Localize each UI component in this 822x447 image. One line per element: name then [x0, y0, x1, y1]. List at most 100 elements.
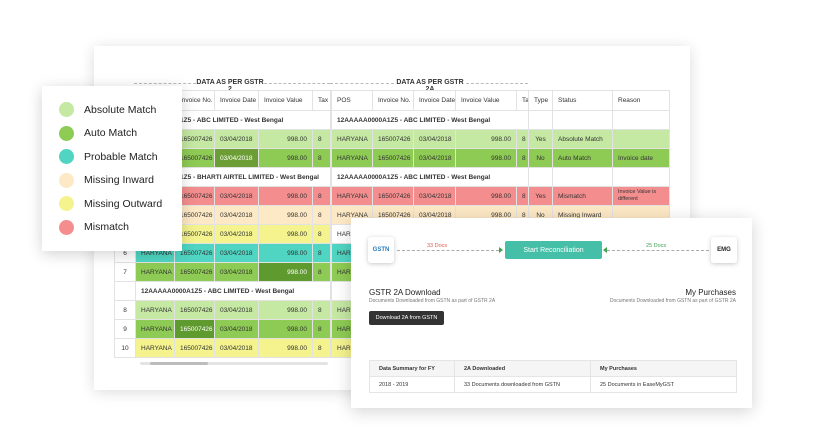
- invoice-no-cell: 165007426: [174, 129, 215, 149]
- invoice-date-cell: 03/04/2018: [413, 129, 456, 149]
- tax-cell: 8: [312, 186, 331, 206]
- table-row[interactable]: No Auto Match Invoice date: [528, 148, 670, 168]
- invoice-value-cell: 998.00: [258, 243, 313, 263]
- fy-cell: 2018 - 2019: [369, 376, 455, 393]
- column-header[interactable]: Status: [552, 90, 613, 111]
- legend-dot: [59, 196, 74, 212]
- table-row[interactable]: 8 HARYANA 165007426 03/04/2018 998.00 8: [114, 300, 331, 320]
- supplier-group-row: 12AAAAA0000A1Z5 - ABC LIMITED - West Ben…: [331, 167, 529, 187]
- invoice-value-cell: 998.00: [258, 338, 313, 358]
- invoice-value-cell: 998.00: [455, 129, 517, 149]
- tax-cell: 8: [312, 338, 331, 358]
- invoice-no-cell: 165007426: [372, 129, 414, 149]
- supplier-group-label: 1Z5 - BHARTI AIRTEL LIMITED - West Benga…: [174, 167, 331, 187]
- status-cell: Auto Match: [552, 148, 613, 168]
- invoice-date-cell: 03/04/2018: [214, 243, 259, 263]
- table-row[interactable]: Yes Absolute Match: [528, 129, 670, 149]
- invoice-value-cell: 998.00: [258, 224, 313, 244]
- invoice-no-cell: 165007426: [174, 224, 215, 244]
- invoice-no-cell: 165007426: [372, 148, 414, 168]
- invoice-date-cell: 03/04/2018: [214, 205, 259, 225]
- invoice-no-cell: 165007426: [174, 319, 215, 339]
- supplier-group-label: 1Z5 - ABC LIMITED - West Bengal: [174, 110, 331, 130]
- arrow-left-icon: [603, 247, 607, 253]
- column-header[interactable]: POS: [331, 90, 373, 111]
- status-cell: Mismatch: [552, 186, 613, 206]
- legend-label: Auto Match: [84, 127, 138, 140]
- supplier-group-row: 12AAAAA0000A1Z5 - ABC LIMITED - West Ben…: [331, 110, 529, 130]
- invoice-value-cell: 998.00: [258, 148, 313, 168]
- column-header[interactable]: Type: [528, 90, 553, 111]
- row-number-cell: 7: [114, 262, 136, 282]
- row-number-cell: 8: [114, 300, 136, 320]
- column-header[interactable]: Invoice Value: [455, 90, 517, 111]
- horizontal-scrollbar[interactable]: [140, 362, 328, 365]
- invoice-no-cell: 165007426: [174, 338, 215, 358]
- invoice-date-cell: 03/04/2018: [214, 148, 259, 168]
- invoice-no-cell: 165007426: [174, 300, 215, 320]
- column-header: Data Summary for FY: [369, 360, 455, 377]
- legend-item-mismatch: Mismatch: [42, 216, 182, 240]
- invoice-value-cell: 998.00: [258, 262, 313, 282]
- column-header[interactable]: Invoice Date: [413, 90, 456, 111]
- tax-cell: 8: [516, 148, 529, 168]
- scrollbar-thumb[interactable]: [150, 362, 208, 365]
- legend-dot: [59, 125, 74, 141]
- table-row[interactable]: Yes Mismatch Invoice Value is different: [528, 186, 670, 206]
- gstr-download-note: Documents Downloaded from GSTN as part o…: [369, 298, 496, 304]
- tax-cell: 8: [516, 186, 529, 206]
- column-header[interactable]: Ta: [516, 90, 529, 111]
- legend-label: Missing Outward: [84, 197, 163, 210]
- legend-dot: [59, 172, 74, 188]
- section-divider: [330, 83, 394, 84]
- supplier-group-label: 12AAAAA0000A1Z5 - ABC LIMITED - West Ben…: [331, 167, 529, 187]
- type-cell: Yes: [528, 129, 553, 149]
- invoice-date-cell: 03/04/2018: [214, 300, 259, 320]
- legend-label: Mismatch: [84, 221, 129, 234]
- column-header[interactable]: Tax: [312, 90, 331, 111]
- section-divider: [466, 83, 528, 84]
- column-header[interactable]: Invoice No.: [372, 90, 414, 111]
- legend-dot: [59, 219, 74, 235]
- column-header: My Purchases: [590, 360, 737, 377]
- pos-cell: HARYANA: [331, 186, 373, 206]
- pos-cell: HARYANA: [331, 129, 373, 149]
- table-row[interactable]: HARYANA 165007426 03/04/2018 998.00 8: [331, 186, 529, 206]
- table-row[interactable]: 9 HARYANA 165007426 03/04/2018 998.00 8: [114, 319, 331, 339]
- emg-doc-count: 25 Docs: [646, 243, 667, 249]
- column-header[interactable]: Reason: [612, 90, 670, 111]
- tax-cell: 8: [312, 243, 331, 263]
- invoice-no-cell: 165007426: [174, 148, 215, 168]
- pos-cell: HARYANA: [331, 148, 373, 168]
- invoice-date-cell: 03/04/2018: [214, 338, 259, 358]
- table-row[interactable]: HARYANA 165007426 03/04/2018 998.00 8: [331, 148, 529, 168]
- gstn-doc-count: 33 Docs: [427, 243, 448, 249]
- reason-cell: [612, 129, 670, 149]
- legend-item-missing-inward: Missing Inward: [42, 169, 182, 193]
- pos-cell: HARYANA: [135, 262, 175, 282]
- invoice-date-cell: 03/04/2018: [214, 224, 259, 244]
- table-row: [528, 167, 670, 187]
- legend-label: Probable Match: [84, 150, 158, 163]
- table-row[interactable]: 10 HARYANA 165007426 03/04/2018 998.00 8: [114, 338, 331, 358]
- table-row[interactable]: 7 HARYANA 165007426 03/04/2018 998.00 8: [114, 262, 331, 282]
- supplier-group-row: 12AAAAA0000A1Z5 - ABC LIMITED - West Ben…: [114, 281, 331, 301]
- column-header[interactable]: Invoice Value: [258, 90, 313, 111]
- my-purchases-note: Documents Downloaded from GSTN as part o…: [609, 298, 736, 304]
- download-2a-button[interactable]: Download 2A from GSTN: [369, 311, 444, 325]
- type-cell: Yes: [528, 186, 553, 206]
- invoice-value-cell: 998.00: [455, 148, 517, 168]
- invoice-date-cell: 03/04/2018: [214, 319, 259, 339]
- invoice-date-cell: 03/04/2018: [214, 129, 259, 149]
- tax-cell: 8: [312, 129, 331, 149]
- tax-cell: 8: [312, 148, 331, 168]
- legend-label: Missing Inward: [84, 174, 155, 187]
- start-reconciliation-button[interactable]: Start Reconciliation: [505, 241, 602, 259]
- color-legend: Absolute Match Auto Match Probable Match…: [42, 86, 182, 251]
- section-divider: [264, 83, 330, 84]
- gstr2-section-label: DATA AS PER GSTR 2: [196, 79, 264, 93]
- column-header[interactable]: Invoice Date: [214, 90, 259, 111]
- pos-cell: HARYANA: [135, 300, 175, 320]
- my-purchases-title: My Purchases: [685, 288, 736, 297]
- table-row[interactable]: HARYANA 165007426 03/04/2018 998.00 8: [331, 129, 529, 149]
